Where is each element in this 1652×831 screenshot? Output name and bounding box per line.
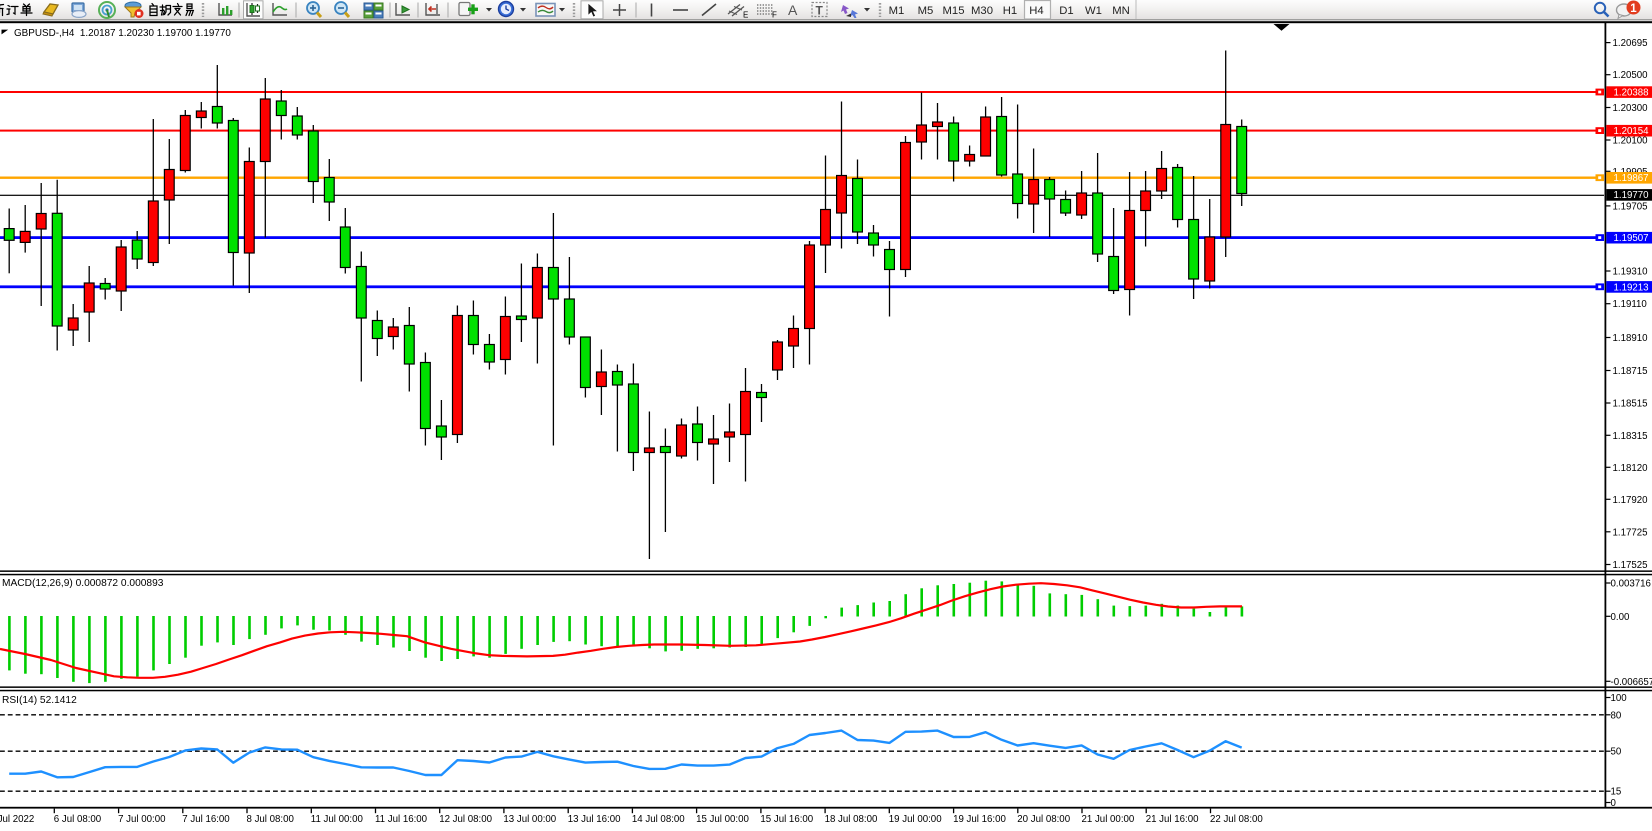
svg-text:F: F	[772, 11, 777, 20]
svg-text:D1: D1	[1059, 5, 1073, 17]
svg-text:14 Jul 08:00: 14 Jul 08:00	[632, 814, 685, 825]
svg-text:80: 80	[1611, 710, 1622, 721]
svg-text:M15: M15	[943, 5, 965, 17]
svg-text:M1: M1	[889, 5, 905, 17]
svg-text:21 Jul 16:00: 21 Jul 16:00	[1146, 814, 1199, 825]
svg-text:A: A	[788, 2, 798, 18]
svg-text:13 Jul 16:00: 13 Jul 16:00	[568, 814, 621, 825]
svg-text:1.20695: 1.20695	[1613, 38, 1648, 49]
svg-text:50: 50	[1611, 747, 1622, 758]
svg-text:W1: W1	[1085, 5, 1102, 17]
svg-text:100: 100	[1611, 693, 1628, 704]
svg-text:M30: M30	[971, 5, 993, 17]
svg-text:22 Jul 08:00: 22 Jul 08:00	[1210, 814, 1263, 825]
svg-text:MACD(12,26,9) 0.000872 0.00089: MACD(12,26,9) 0.000872 0.000893	[2, 578, 164, 589]
svg-text:11 Jul 16:00: 11 Jul 16:00	[375, 814, 428, 825]
svg-text:1.19213: 1.19213	[1614, 282, 1649, 293]
svg-text:MN: MN	[1112, 5, 1130, 17]
svg-text:H1: H1	[1003, 5, 1017, 17]
svg-text:1.19770: 1.19770	[1614, 190, 1650, 201]
svg-text:21 Jul 00:00: 21 Jul 00:00	[1082, 814, 1135, 825]
svg-text:15 Jul 00:00: 15 Jul 00:00	[696, 814, 749, 825]
svg-text:12 Jul 08:00: 12 Jul 08:00	[439, 814, 492, 825]
svg-text:7 Jul 16:00: 7 Jul 16:00	[182, 814, 230, 825]
svg-text:6 Jul 08:00: 6 Jul 08:00	[54, 814, 102, 825]
svg-text:1.18715: 1.18715	[1613, 366, 1648, 377]
svg-text:1.19867: 1.19867	[1614, 173, 1649, 184]
svg-text:E: E	[743, 11, 748, 20]
svg-text:15: 15	[1611, 787, 1622, 798]
svg-text:1.20500: 1.20500	[1613, 70, 1649, 81]
svg-text:18 Jul 08:00: 18 Jul 08:00	[825, 814, 878, 825]
svg-text:1.20388: 1.20388	[1614, 88, 1649, 99]
svg-text:1.18910: 1.18910	[1613, 333, 1649, 344]
svg-text:8 Jul 08:00: 8 Jul 08:00	[247, 814, 295, 825]
svg-text:19 Jul 16:00: 19 Jul 16:00	[953, 814, 1006, 825]
svg-text:1.17725: 1.17725	[1613, 527, 1648, 538]
svg-text:13 Jul 00:00: 13 Jul 00:00	[503, 814, 556, 825]
svg-text:1.18515: 1.18515	[1613, 399, 1648, 410]
svg-text:19 Jul 00:00: 19 Jul 00:00	[889, 814, 942, 825]
svg-text:15 Jul 16:00: 15 Jul 16:00	[760, 814, 813, 825]
svg-text:7 Jul 00:00: 7 Jul 00:00	[118, 814, 166, 825]
svg-text:H4: H4	[1029, 5, 1043, 17]
svg-text:0.003716: 0.003716	[1611, 579, 1651, 590]
svg-text:20 Jul 08:00: 20 Jul 08:00	[1017, 814, 1070, 825]
svg-text:1.19507: 1.19507	[1614, 233, 1649, 244]
svg-text:-0.006657: -0.006657	[1611, 677, 1652, 688]
svg-text:1.17525: 1.17525	[1613, 560, 1648, 571]
svg-text:GBPUSD-,H4 1.20187 1.20230 1.: GBPUSD-,H4 1.20187 1.20230 1.19700 1.197…	[14, 28, 231, 39]
svg-text:11 Jul 00:00: 11 Jul 00:00	[311, 814, 364, 825]
svg-text:0: 0	[1611, 798, 1617, 809]
svg-text:1.17920: 1.17920	[1613, 495, 1649, 506]
svg-text:1.20300: 1.20300	[1613, 103, 1649, 114]
svg-text:1.18315: 1.18315	[1613, 431, 1648, 442]
svg-text:RSI(14) 52.1412: RSI(14) 52.1412	[2, 695, 77, 706]
svg-text:1: 1	[1630, 3, 1637, 15]
svg-text:0.00: 0.00	[1611, 612, 1630, 623]
svg-text:M5: M5	[918, 5, 934, 17]
svg-text:1.20154: 1.20154	[1614, 126, 1650, 137]
svg-text:5 Jul 2022: 5 Jul 2022	[0, 814, 34, 825]
svg-text:1.19110: 1.19110	[1613, 299, 1648, 310]
svg-text:1.19705: 1.19705	[1613, 201, 1648, 212]
svg-text:T: T	[816, 4, 824, 18]
svg-text:1.20100: 1.20100	[1613, 136, 1649, 147]
svg-text:1.18120: 1.18120	[1613, 463, 1649, 474]
svg-text:1.19310: 1.19310	[1613, 267, 1649, 278]
